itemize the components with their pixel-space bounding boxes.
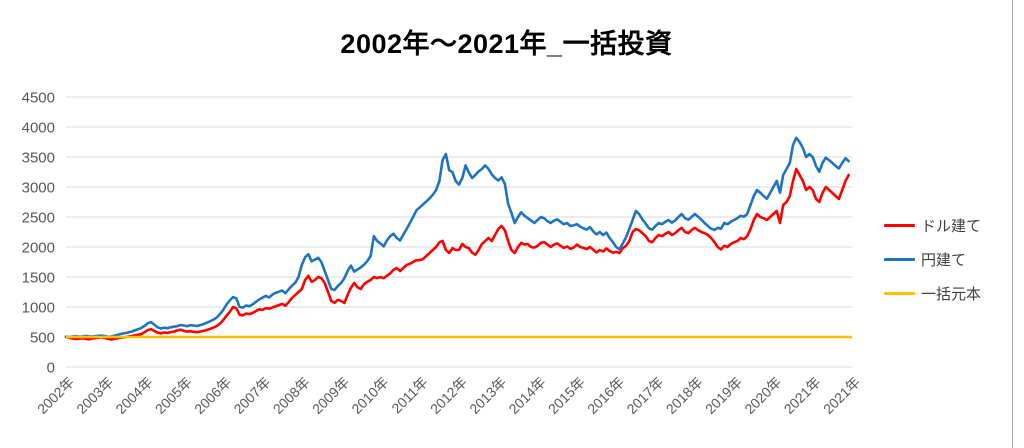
y-axis-tick-label: 3500 <box>22 150 55 167</box>
y-axis-tick-label: 500 <box>30 330 55 347</box>
y-axis-tick-label: 4000 <box>22 120 55 137</box>
y-axis-tick-label: 1000 <box>22 300 55 317</box>
x-axis-tick-label: 2002年 <box>34 374 77 417</box>
x-axis-tick-label: 2011年 <box>388 374 431 417</box>
x-axis-tick-label: 2007年 <box>230 374 273 417</box>
x-axis-tick-label: 2019年 <box>702 374 745 417</box>
y-axis-tick-label: 0 <box>47 360 55 377</box>
y-axis-tick-label: 3000 <box>22 180 55 197</box>
legend-item-yen: 円建て <box>884 248 981 270</box>
chart-title: 2002年〜2021年_一括投資 <box>340 29 673 59</box>
x-axis-tick-label: 2003年 <box>73 374 116 417</box>
legend-swatch-yen-line-icon <box>884 257 915 261</box>
x-axis-tick-label: 2014年 <box>505 374 548 417</box>
x-axis-tick-label: 2020年 <box>741 374 784 417</box>
series-line-yen <box>64 136 851 339</box>
legend-swatch-dollar-line-icon <box>884 223 915 227</box>
x-axis-tick-label: 2008年 <box>270 374 313 417</box>
y-axis-tick-label: 4500 <box>22 90 55 107</box>
x-axis-tick-label: 2013年 <box>466 374 509 417</box>
legend: ドル建て 円建て 一括元本 <box>884 214 981 304</box>
legend-label-dollar: ドル建て <box>921 217 982 235</box>
x-axis-tick-label: 2012年 <box>427 374 470 417</box>
legend-label-yen: 円建て <box>921 251 967 269</box>
y-axis-tick-label: 2000 <box>22 240 55 257</box>
x-axis-tick-label: 2004年 <box>112 374 155 417</box>
x-axis-tick-label: 2010年 <box>348 374 391 417</box>
x-axis-tick-label: 2021年 <box>781 374 824 417</box>
y-axis-tick-label: 1500 <box>22 270 55 287</box>
x-axis-tick-label: 2018年 <box>663 374 706 417</box>
x-axis-tick-label: 2015年 <box>545 374 588 417</box>
x-axis-tick-label: 2005年 <box>152 374 195 417</box>
legend-swatch-principal-line-icon <box>884 291 915 295</box>
series-line-dollar <box>64 167 851 341</box>
x-axis-tick-label: 2017年 <box>623 374 666 417</box>
x-axis-tick-label: 2009年 <box>309 374 352 417</box>
x-axis-tick-label: 2016年 <box>584 374 627 417</box>
y-axis-tick-label: 2500 <box>22 210 55 227</box>
x-axis-tick-label: 2021年 <box>820 374 863 417</box>
legend-item-principal: 一括元本 <box>884 282 981 304</box>
legend-item-dollar: ドル建て <box>884 214 981 236</box>
legend-label-principal: 一括元本 <box>921 285 982 303</box>
x-axis-tick-label: 2006年 <box>191 374 234 417</box>
window-right-border <box>1012 0 1013 448</box>
